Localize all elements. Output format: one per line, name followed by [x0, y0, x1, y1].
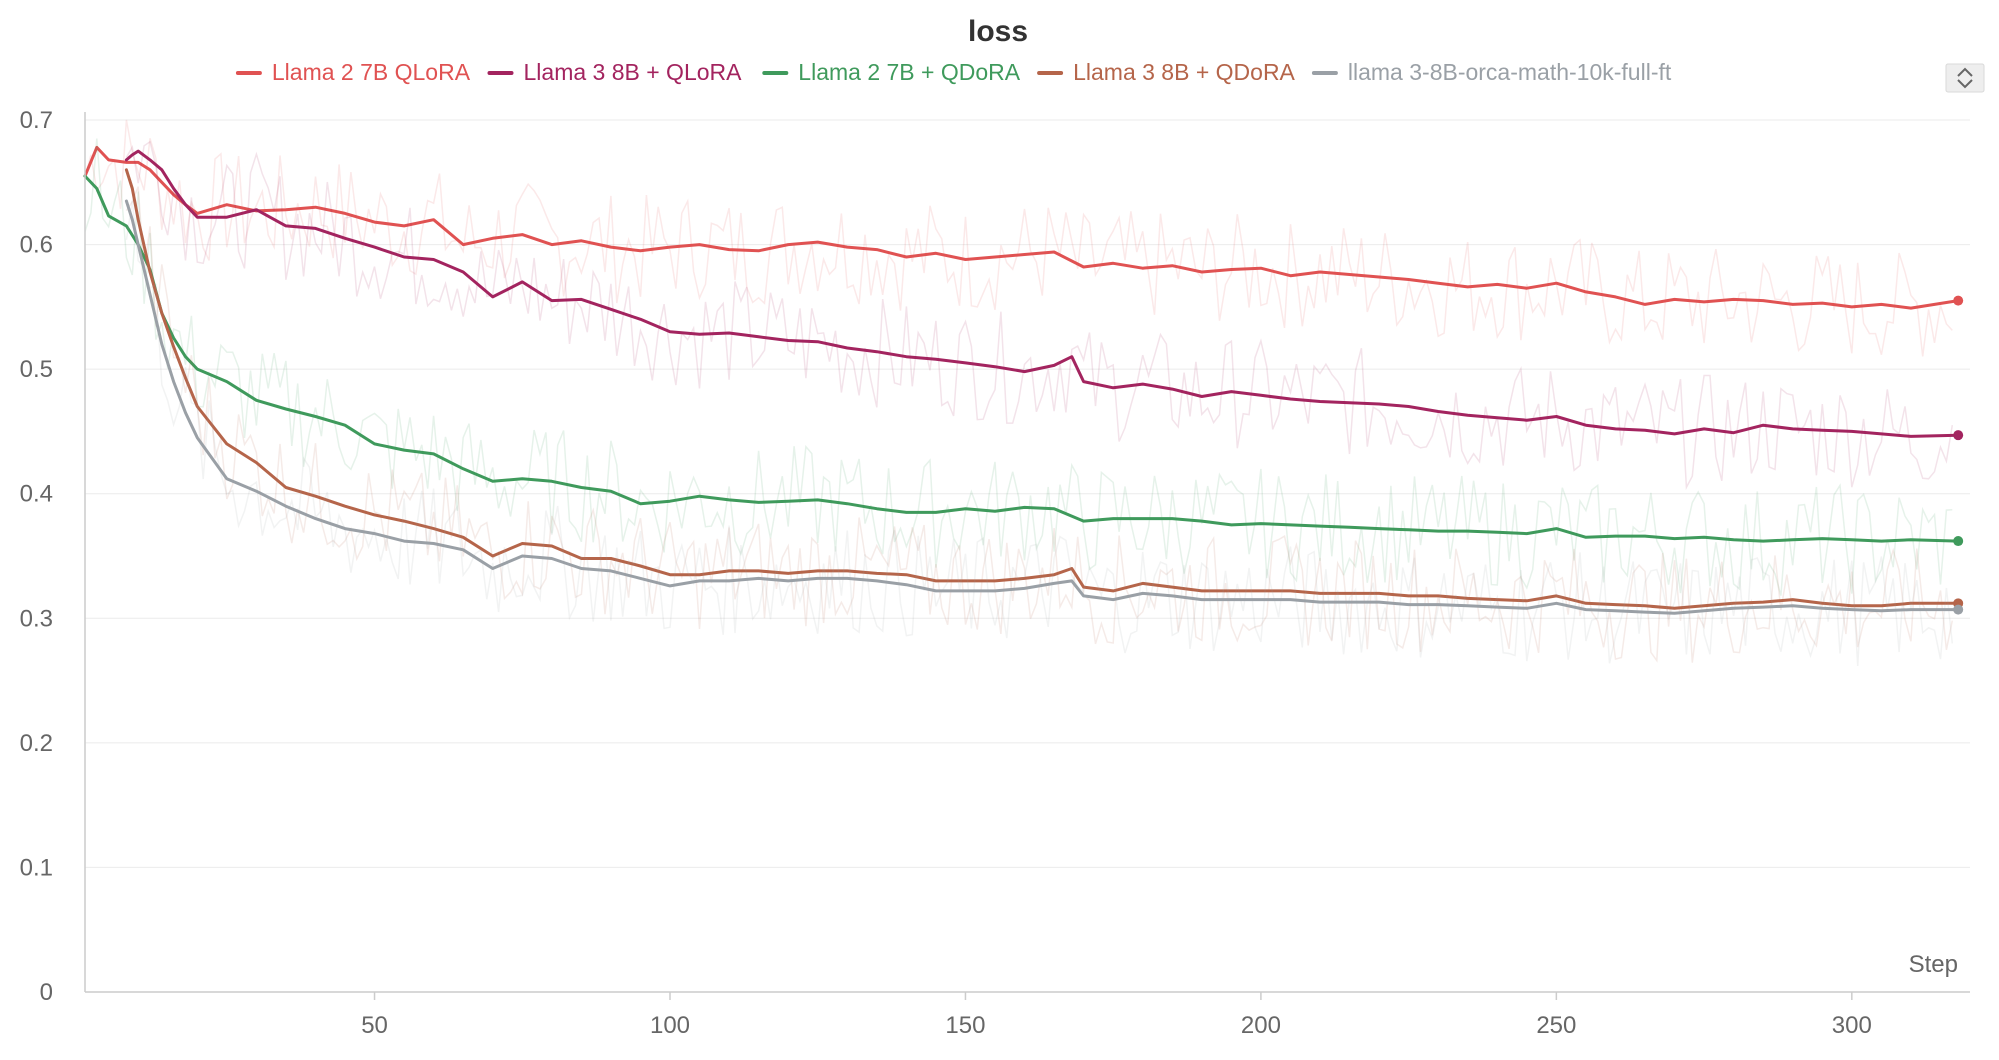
x-tick-label: 200	[1241, 1012, 1281, 1039]
series-end-point[interactable]	[1953, 536, 1964, 547]
legend-label: llama 3-8B-orca-math-10k-full-ft	[1348, 59, 1672, 85]
series-llama-3-8b-qlora	[124, 140, 1964, 491]
y-tick-label: 0.4	[20, 481, 53, 508]
x-tick-label: 100	[650, 1012, 690, 1039]
series-line[interactable]	[124, 199, 1960, 615]
legend-scroll-control[interactable]	[1945, 63, 1985, 93]
series-end-point[interactable]	[1953, 604, 1964, 615]
y-tick-label: 0.3	[20, 605, 53, 632]
y-tick-label: 0.7	[20, 107, 53, 134]
legend-label: Llama 2 7B + QDoRA	[798, 59, 1020, 85]
series-raw-trace	[125, 200, 1954, 666]
y-tick-label: 0	[40, 979, 53, 1006]
x-tick-label: 50	[361, 1012, 388, 1039]
legend: Llama 2 7B QLoRA Llama 3 8B + QLoRA Llama …	[235, 59, 1672, 85]
axes: 0 0.1 0.2 0.3 0.4 0.5 0.6 0.7 50 100 150 200 250 300 S…	[20, 107, 1970, 1039]
chevron-up-icon[interactable]	[1957, 67, 1973, 77]
legend-label: Llama 3 8B + QLoRA	[524, 59, 743, 85]
y-tick-label: 0.1	[20, 854, 53, 881]
series-line[interactable]	[124, 168, 1960, 610]
series-line[interactable]	[83, 174, 1960, 543]
series-end-point[interactable]	[1953, 430, 1964, 441]
series-llama-3-8b-orca-math-10k-full-ft	[124, 199, 1964, 666]
legend-item-llama-3-8b-orca-math-10k-full-ft[interactable]: llama 3-8B-orca-math-10k-full-ft	[1311, 59, 1672, 85]
x-axis-title: Step	[1909, 951, 1958, 978]
legend-item-llama-2-7b-qlora[interactable]: Llama 2 7B QLoRA	[235, 59, 471, 85]
series-raw-trace	[125, 140, 1954, 491]
legend-label: Llama 2 7B QLoRA	[272, 59, 471, 85]
x-tick-label: 250	[1536, 1012, 1576, 1039]
series-line[interactable]	[124, 149, 1960, 438]
legend-item-llama-3-8b-qdora[interactable]: Llama 3 8B + QDoRA	[1037, 59, 1296, 85]
x-tick-label: 150	[945, 1012, 985, 1039]
chart-title: loss	[968, 15, 1028, 48]
legend-label: Llama 3 8B + QDoRA	[1073, 59, 1295, 85]
series-raw-trace	[84, 119, 1953, 357]
series-llama-2-7b-qlora	[83, 119, 1964, 357]
legend-item-llama-2-7b-qdora[interactable]: Llama 2 7B + QDoRA	[762, 59, 1021, 85]
series-llama-2-7b-qdora	[83, 138, 1964, 596]
series-raw-trace	[84, 138, 1953, 596]
series-layer	[83, 119, 1964, 666]
y-tick-label: 0.5	[20, 356, 53, 383]
series-line[interactable]	[83, 145, 1960, 310]
series-end-point[interactable]	[1953, 295, 1964, 306]
chevron-down-icon[interactable]	[1957, 79, 1973, 89]
y-tick-label: 0.6	[20, 232, 53, 259]
y-tick-label: 0.2	[20, 730, 53, 757]
legend-item-llama-3-8b-qlora[interactable]: Llama 3 8B + QLoRA	[487, 59, 743, 85]
gridlines	[85, 119, 1970, 993]
legend-scroll-box[interactable]	[1945, 63, 1985, 93]
x-tick-label: 300	[1832, 1012, 1872, 1039]
